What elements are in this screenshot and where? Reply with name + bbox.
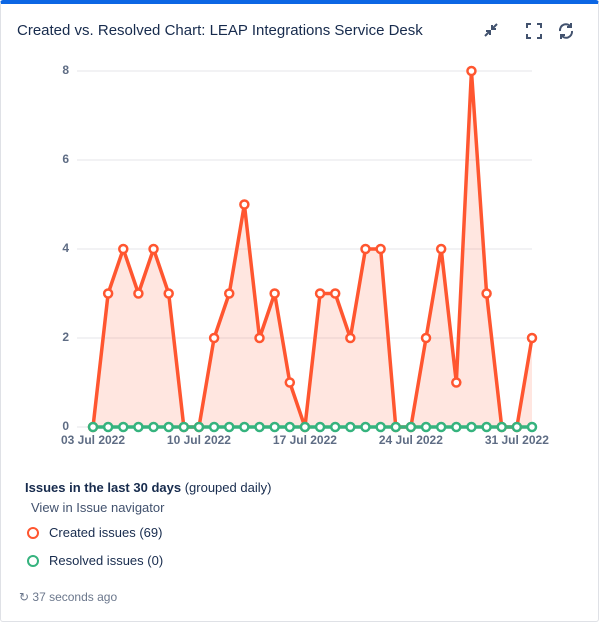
point — [360, 243, 371, 255]
legend-item[interactable]: Created issues (69) — [27, 525, 162, 540]
point — [133, 421, 144, 433]
point — [329, 288, 341, 299]
point — [451, 421, 462, 433]
chart: 0 2 4 6 8 03 Jul 2022 10 Jul 2022 17 Jul 2022 24… — [61, 63, 549, 447]
toolbar — [484, 23, 574, 39]
point — [223, 288, 235, 299]
point — [390, 421, 402, 433]
summary: Issues in the last 30 days (grouped dail… — [25, 480, 271, 495]
point — [269, 288, 280, 299]
y-tick-label: 8 — [62, 63, 69, 77]
updated-text: 37 seconds ago — [32, 590, 118, 604]
point — [375, 243, 386, 255]
x-tick-label: 31 Jul 2022 — [485, 433, 549, 447]
point — [314, 288, 326, 299]
point — [526, 421, 538, 433]
point — [451, 377, 462, 388]
point — [345, 421, 356, 433]
point — [481, 288, 492, 299]
y-tick-label: 0 — [62, 419, 69, 433]
point — [466, 65, 477, 77]
y-tick-label: 2 — [62, 330, 69, 344]
point — [299, 421, 311, 433]
y-tick-label: 6 — [62, 152, 69, 166]
minimize-icon[interactable] — [484, 23, 498, 37]
point — [148, 243, 159, 255]
point — [284, 377, 296, 388]
legend-swatch — [27, 555, 39, 567]
point — [208, 421, 220, 433]
point — [375, 421, 386, 433]
x-tick-label: 17 Jul 2022 — [273, 433, 337, 447]
point — [435, 421, 447, 433]
area — [93, 71, 532, 427]
gadget-title: Created vs. Resolved Chart: LEAP Integra… — [17, 22, 423, 39]
x-tick-label: 24 Jul 2022 — [379, 433, 443, 447]
summary-title: Issues in the last 30 days — [25, 480, 182, 495]
point — [466, 421, 477, 433]
fullscreen-icon[interactable] — [526, 23, 542, 39]
legend-item[interactable]: Resolved issues (0) — [27, 553, 163, 568]
point — [208, 332, 220, 344]
legend-label: Created issues (69) — [49, 525, 163, 540]
point — [163, 421, 174, 433]
point — [496, 421, 507, 433]
point — [435, 243, 447, 255]
point — [481, 421, 492, 433]
point — [405, 421, 417, 433]
point — [102, 288, 114, 299]
point — [118, 243, 129, 255]
point — [239, 421, 250, 433]
point — [254, 421, 265, 433]
series-line — [91, 69, 534, 429]
point — [329, 421, 341, 433]
updated: ↻ 37 seconds ago — [19, 590, 118, 604]
point — [314, 421, 326, 433]
point — [223, 421, 235, 433]
point — [345, 332, 356, 344]
point — [360, 421, 371, 433]
point — [87, 421, 99, 433]
summary-note: (grouped daily) — [184, 480, 272, 495]
legend-swatch — [27, 527, 39, 539]
issue-navigator-link[interactable]: View in Issue navigator — [31, 500, 165, 515]
point — [420, 332, 432, 344]
point — [178, 421, 190, 433]
point — [526, 332, 538, 344]
point — [511, 421, 523, 433]
legend-label: Resolved issues (0) — [49, 553, 164, 568]
point — [269, 421, 280, 433]
x-tick-label: 10 Jul 2022 — [167, 433, 231, 447]
point — [148, 421, 159, 433]
point — [193, 421, 205, 433]
x-tick-label: 03 Jul 2022 — [61, 433, 125, 447]
point — [133, 288, 144, 299]
point — [102, 421, 114, 433]
point — [284, 421, 296, 433]
refresh-icon[interactable] — [558, 23, 574, 39]
point — [118, 421, 129, 433]
point — [420, 421, 432, 433]
y-tick-label: 4 — [62, 241, 69, 255]
point — [254, 332, 265, 344]
point — [239, 199, 250, 210]
point — [163, 288, 174, 299]
